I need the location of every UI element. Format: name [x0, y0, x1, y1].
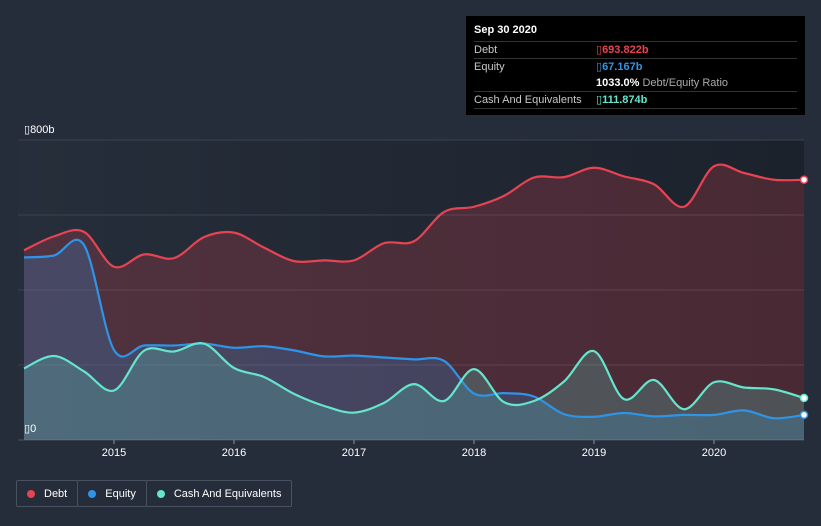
- cash-end-marker: [799, 393, 809, 403]
- y-axis-zero-label: ▯0: [24, 423, 36, 435]
- tooltip-row-cash: Cash And Equivalents ▯111.874b: [474, 91, 797, 109]
- x-tick-label-2020: 2020: [702, 447, 726, 459]
- equity-area: [24, 239, 804, 440]
- series-lines: [23, 163, 805, 420]
- tooltip-row-debt: Debt ▯693.822b: [474, 41, 797, 58]
- equity-dot-icon: [88, 489, 97, 498]
- tooltip-equity-label: Equity: [474, 61, 505, 73]
- debt-dot-icon: [27, 489, 35, 498]
- tooltip: Sep 30 2020 Debt ▯693.822b Equity ▯67.16…: [466, 16, 805, 115]
- legend-debt-label: Debt: [44, 487, 68, 500]
- x-axis-ticks: 2015 2016 2017 2018 2019 2020: [102, 440, 726, 459]
- tooltip-debt-value: ▯693.822b: [596, 44, 649, 56]
- x-tick-label-2019: 2019: [582, 447, 606, 459]
- gridlines: [18, 139, 804, 441]
- tooltip-cash-label: Cash And Equivalents: [474, 94, 582, 106]
- tooltip-cash-value: ▯111.874b: [596, 94, 648, 106]
- tooltip-debt-label: Debt: [474, 44, 498, 56]
- x-tick-label-2015: 2015: [102, 447, 126, 459]
- equity-line: [23, 238, 805, 420]
- debt-end-marker: [799, 175, 809, 184]
- tooltip-row-ratio: 1033.0% Debt/Equity Ratio: [474, 75, 797, 91]
- tooltip-ratio-label: Debt/Equity Ratio: [642, 77, 729, 89]
- y-axis-max-label: ▯800b: [24, 124, 55, 136]
- cash-dot-icon: [156, 489, 165, 498]
- legend-cash-label: Cash And Equivalents: [173, 487, 282, 500]
- legend-equity-label: Equity: [105, 487, 136, 500]
- tooltip-date: Sep 30 2020: [474, 24, 537, 36]
- debt-line: [23, 163, 805, 269]
- x-tick-label-2017: 2017: [342, 447, 366, 459]
- legend: Debt Equity Cash And Equivalents: [16, 480, 293, 507]
- end-markers: [799, 175, 809, 420]
- tooltip-row-equity: Equity ▯67.167b: [474, 58, 797, 75]
- x-tick-label-2016: 2016: [222, 447, 246, 459]
- equity-end-marker: [799, 410, 809, 420]
- legend-item-equity[interactable]: Equity: [77, 480, 147, 507]
- cash-line: [23, 342, 805, 414]
- legend-item-cash[interactable]: Cash And Equivalents: [145, 480, 293, 507]
- tooltip-ratio-value: 1033.0% Debt/Equity Ratio: [596, 77, 729, 89]
- x-tick-label-2018: 2018: [462, 447, 486, 459]
- tooltip-equity-value: ▯67.167b: [596, 61, 643, 73]
- legend-item-debt[interactable]: Debt: [16, 480, 79, 507]
